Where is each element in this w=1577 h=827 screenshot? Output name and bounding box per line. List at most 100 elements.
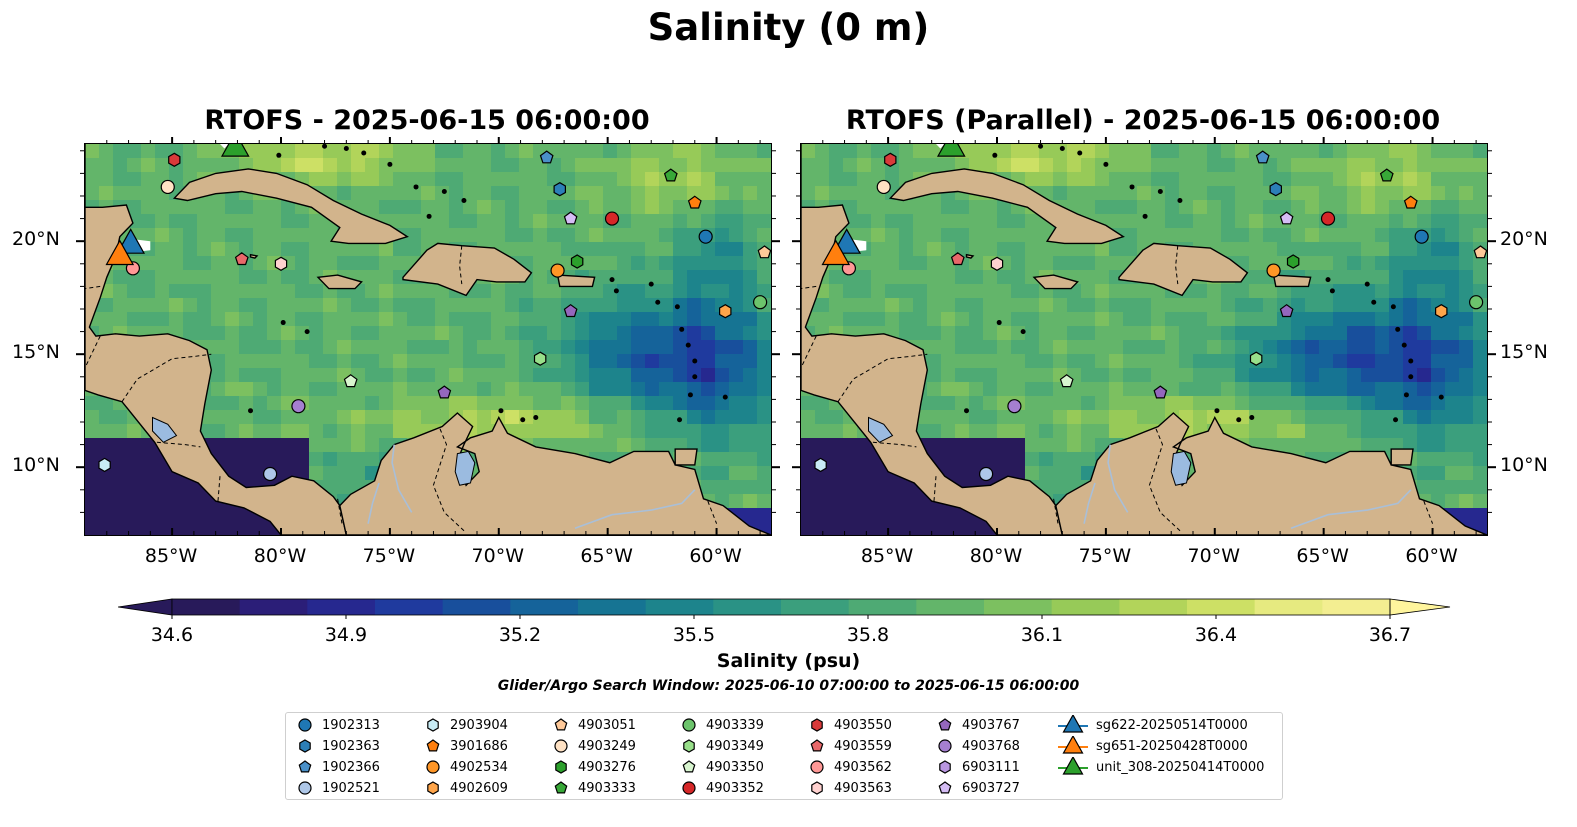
hexagon-marker-icon [683,739,695,753]
legend-label: 4903550 [834,717,892,733]
argo-float-marker [753,295,768,310]
pentagon-marker-icon [938,718,952,731]
argo-legend-marker [683,739,695,753]
legend-label: 4903333 [578,780,636,796]
border-3 [156,441,201,448]
latitude-tick-label: 15°N [12,341,60,364]
small-island [304,329,310,335]
legend-label: 1902363 [322,738,380,754]
colorbar-tick-label: 36.7 [1368,624,1412,646]
argo-legend-marker [939,760,951,774]
hexagon-marker-icon [427,718,439,732]
small-island [1403,392,1409,398]
legend-label: 6903111 [962,759,1020,775]
argo-float-marker [687,195,702,209]
colorbar-tick-label: 34.9 [324,624,368,646]
argo-legend-marker [811,718,823,732]
small-island [655,299,661,305]
small-island [648,281,654,287]
small-island [248,408,254,414]
legend-label: 4903559 [834,738,892,754]
small-island [441,188,447,194]
small-island [1059,146,1065,152]
legend-item: 3901686 [422,736,508,756]
small-island [1236,417,1242,423]
longitude-tick-label: 80°W [969,545,1023,567]
argo-float-marker [1007,399,1022,414]
argo-float-marker [1434,304,1448,319]
pentagon-marker-icon [426,739,440,752]
argo-float-marker [1469,295,1484,310]
small-island [1364,281,1370,287]
argo-float-marker [168,152,181,167]
argo-legend-marker [938,739,952,753]
border-4 [217,476,221,504]
pentagon-marker-icon [554,781,568,794]
circle-marker-icon [682,718,696,732]
river-2 [1083,482,1096,524]
argo-float-marker [1320,211,1336,226]
legend-item: unit_308-20250414T0000 [1056,757,1264,777]
search-window-note: Glider/Argo Search Window: 2025-06-10 07… [497,678,1080,694]
legend-item: 4903768 [934,736,1020,756]
trinidad-land [1390,448,1414,466]
small-island [677,417,683,423]
argo-float-marker [876,179,891,195]
argo-float-marker [884,152,897,167]
small-island [387,161,393,167]
colorbar-segment [848,599,917,615]
pentagon-marker-icon [298,760,312,773]
caymanW-land [965,253,975,259]
argo-legend-marker [811,781,823,795]
legend-label: 4903350 [706,759,764,775]
argo-legend-marker [682,760,696,773]
colorbar-segment [1187,599,1256,615]
small-island [1371,299,1377,305]
longitude-tick-label: 60°W [689,545,742,567]
small-island [692,358,698,364]
puertorico-land [1272,274,1312,288]
cuba-land [888,168,1125,245]
small-island [1103,161,1109,167]
lake-0 [454,450,476,486]
right-panel-title: RTOFS (Parallel) - 2025-06-15 06:00:00 [845,105,1441,136]
small-island [1249,414,1255,420]
circle-marker-icon [298,718,312,732]
legend-item: 1902521 [294,778,380,798]
platform-legend: 1902313 1902363 1902366 1902521 2903904 39016… [285,712,1283,800]
latitude-tick-label: 20°N [12,228,60,251]
argo-float-marker [1279,303,1294,318]
small-island [613,288,619,294]
colorbar-segment [1119,599,1188,615]
glider-marker [105,239,135,266]
legend-item: 4902534 [422,757,508,777]
river-1 [1290,489,1412,529]
argo-float-marker [563,303,578,318]
triangle-marker-icon [1058,736,1088,754]
legend-label: 4902534 [450,759,508,775]
border-5 [337,498,343,524]
argo-float-marker [343,374,358,388]
hexagon-marker-icon [811,718,823,732]
legend-label: 4903352 [706,780,764,796]
latitude-tick-label: 10°N [12,454,60,477]
small-island [361,150,367,156]
small-island [1438,394,1444,400]
argo-float-marker [98,457,111,473]
argo-legend-marker [298,781,312,795]
small-island [722,394,728,400]
lake-1 [868,416,894,443]
hexagon-marker-icon [299,739,311,753]
argo-legend-marker [682,781,696,795]
figure-title: Salinity (0 m) [647,6,930,49]
border-5 [1053,498,1059,524]
argo-legend-marker [555,760,567,774]
small-island [1390,304,1396,310]
landmasses [85,144,771,535]
small-island [1393,417,1399,423]
argo-float-marker [550,263,565,278]
colorbar-segment [1051,599,1120,615]
colorbar-segment [510,599,579,615]
colorbar-segment [1322,599,1391,615]
argo-legend-marker [810,760,824,774]
